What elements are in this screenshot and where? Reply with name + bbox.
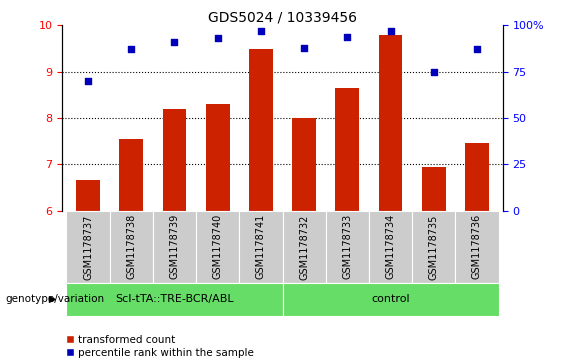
Text: GSM1178738: GSM1178738 [127,214,136,280]
Bar [240,211,282,283]
Bar [249,49,273,211]
Text: genotype/variation: genotype/variation [6,294,105,305]
Bar [336,88,359,211]
Text: GSM1178740: GSM1178740 [212,214,223,280]
Point [213,36,222,41]
Legend: transformed count, percentile rank within the sample: transformed count, percentile rank withi… [67,335,254,358]
Text: control: control [371,294,410,305]
Bar [206,104,229,211]
Bar [369,211,412,283]
Bar [163,109,186,211]
Text: GSM1178739: GSM1178739 [170,214,180,280]
Bar [119,139,143,211]
Point [257,28,266,34]
Bar [292,118,316,211]
Text: GSM1178733: GSM1178733 [342,214,353,280]
Point [472,46,481,52]
Text: GSM1178732: GSM1178732 [299,214,309,280]
Bar [465,143,489,211]
Point [386,28,395,34]
Point [84,78,93,84]
Bar [412,211,455,283]
Bar [455,211,498,283]
Text: GSM1178741: GSM1178741 [256,214,266,280]
Text: GSM1178735: GSM1178735 [429,214,438,280]
Text: GSM1178737: GSM1178737 [83,214,93,280]
Bar [67,283,282,316]
Bar [325,211,369,283]
Point [343,34,352,40]
Bar [422,167,446,211]
Text: GSM1178734: GSM1178734 [385,214,396,280]
Point [429,69,438,75]
Point [170,39,179,45]
Bar [67,211,110,283]
Bar [282,211,325,283]
Bar [110,211,153,283]
Text: ScI-tTA::TRE-BCR/ABL: ScI-tTA::TRE-BCR/ABL [115,294,234,305]
Bar [379,34,402,211]
Point [299,45,308,50]
Bar [282,283,498,316]
Bar [153,211,196,283]
Text: GSM1178736: GSM1178736 [472,214,482,280]
Bar [76,180,100,211]
Text: GDS5024 / 10339456: GDS5024 / 10339456 [208,11,357,25]
Point [127,46,136,52]
Bar [196,211,240,283]
